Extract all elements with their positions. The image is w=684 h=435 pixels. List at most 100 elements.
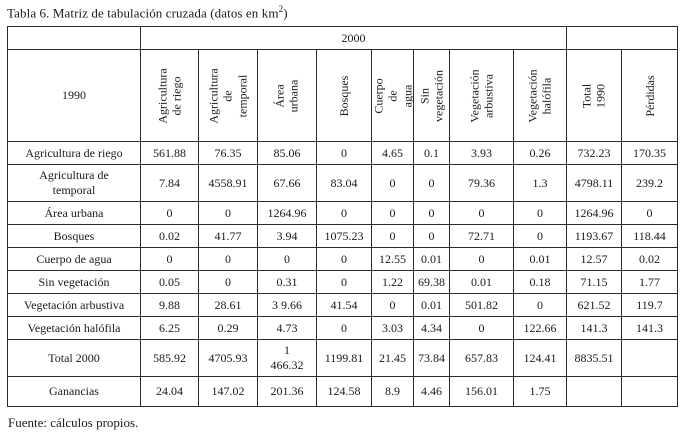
row-label: Agricultura de temporal: [7, 164, 141, 203]
data-cell: 0: [371, 224, 414, 249]
data-cell: 0: [413, 201, 450, 226]
source-note: Fuente: cálculos propios.: [8, 415, 139, 431]
column-header-6: Vegetación arbustiva: [449, 49, 514, 143]
data-cell: 0: [140, 201, 199, 226]
data-cell: 0.18: [513, 270, 567, 295]
data-cell: 0: [316, 141, 372, 166]
data-cell: [621, 339, 678, 378]
data-cell: 124.41: [513, 339, 567, 378]
data-cell: 0.01: [413, 247, 450, 272]
data-cell: 9.88: [140, 293, 199, 318]
data-cell: 4.46: [413, 376, 450, 408]
data-cell: 0: [198, 247, 258, 272]
data-cell: 0: [449, 316, 514, 341]
data-cell: 501.82: [449, 293, 514, 318]
row-header-1990: 1990: [7, 49, 141, 143]
data-cell: 124.58: [316, 376, 372, 408]
data-cell: 122.66: [513, 316, 567, 341]
row-label: Vegetación arbustiva: [7, 293, 141, 318]
data-cell: 0: [513, 224, 567, 249]
data-cell: 0: [316, 247, 372, 272]
data-cell: 119.7: [621, 293, 678, 318]
column-header-label: Área urbana: [272, 79, 301, 113]
data-cell: 1.22: [371, 270, 414, 295]
row-label: Cuerpo de agua: [7, 247, 141, 272]
data-cell: 0: [198, 270, 258, 295]
data-cell: 0: [621, 201, 678, 226]
data-cell: 8.9: [371, 376, 414, 408]
data-cell: 1264.96: [566, 201, 622, 226]
data-cell: 67.66: [257, 164, 317, 203]
data-cell: 156.01: [449, 376, 514, 408]
column-header-label: Pérdidas: [642, 75, 657, 117]
data-cell: 0: [513, 201, 567, 226]
corner-cell-top-left: [7, 26, 141, 51]
data-cell: 0.01: [513, 247, 567, 272]
data-cell: 85.06: [257, 141, 317, 166]
data-cell: 1199.81: [316, 339, 372, 378]
title-close-paren: ): [283, 5, 288, 21]
data-cell: 21.45: [371, 339, 414, 378]
data-cell: 12.55: [371, 247, 414, 272]
data-cell: 1 466.32: [257, 339, 317, 378]
data-cell: 0: [413, 164, 450, 203]
column-header-label: Total 1990: [579, 83, 608, 109]
data-cell: 0.29: [198, 316, 258, 341]
data-cell: 73.84: [413, 339, 450, 378]
data-cell: 0.26: [513, 141, 567, 166]
data-cell: 141.3: [566, 316, 622, 341]
table-row: Vegetación halófila 6.25 0.29 4.73 0 3.03 4.34…: [7, 316, 678, 341]
corner-cell-top-right: [566, 26, 678, 51]
data-cell: 1264.96: [257, 201, 317, 226]
row-label: Área urbana: [7, 201, 141, 226]
table-row: Cuerpo de agua 0 0 0 0 12.55 0.01 0 0.01 12.57 0.0…: [7, 247, 678, 272]
row-label: Ganancias: [7, 376, 141, 408]
data-cell: 0: [371, 201, 414, 226]
table-row: Sin vegetación 0.05 0 0.31 0 1.22 69.38 0.01 0.1…: [7, 270, 678, 295]
data-cell: 71.15: [566, 270, 622, 295]
data-cell: 0: [371, 164, 414, 203]
data-cell: 0.02: [621, 247, 678, 272]
column-header-0: Agricultura de riego: [140, 49, 199, 143]
table-body: Agricultura de riego 561.88 76.35 85.06 0 4.6…: [7, 141, 678, 408]
data-cell: 72.71: [449, 224, 514, 249]
data-cell: 0: [316, 201, 372, 226]
column-header-8: Total 1990: [566, 49, 622, 143]
data-cell: 83.04: [316, 164, 372, 203]
data-cell: 0: [449, 201, 514, 226]
data-cell: 0: [198, 201, 258, 226]
data-cell: 3 9.66: [257, 293, 317, 318]
data-cell: 1.75: [513, 376, 567, 408]
data-cell: 1075.23: [316, 224, 372, 249]
data-cell: 76.35: [198, 141, 258, 166]
data-cell: 0: [513, 293, 567, 318]
table-row: Total 2000 585.92 4705.93 1 466.32 1199.81 21…: [7, 339, 678, 378]
data-cell: 1.77: [621, 270, 678, 295]
data-cell: 41.54: [316, 293, 372, 318]
data-cell: 657.83: [449, 339, 514, 378]
data-cell: [621, 376, 678, 408]
column-header-label: Agricultura de riego: [155, 68, 184, 124]
table-row: Agricultura de riego 561.88 76.35 85.06 0 4.6…: [7, 141, 678, 166]
data-cell: 0.02: [140, 224, 199, 249]
data-cell: 4558.91: [198, 164, 258, 203]
table-row: Ganancias 24.04 147.02 201.36 124.58 8.9 4.46 1…: [7, 376, 678, 408]
column-header-9: Pérdidas: [621, 49, 678, 143]
data-cell: 0: [316, 316, 372, 341]
cross-tabulation-table: 2000 1990 Agricultura de riego Agricultur…: [7, 26, 678, 408]
row-label: Vegetación halófila: [7, 316, 141, 341]
data-cell: 0: [371, 293, 414, 318]
column-header-3: Bosques: [316, 49, 372, 143]
data-cell: 561.88: [140, 141, 199, 166]
column-header-label: Cuerpo de agua: [371, 78, 414, 114]
title-text: Tabla 6. Matriz de tabulación cruzada (d…: [7, 5, 279, 21]
column-header-1: Agricultura de temporal: [198, 49, 258, 143]
column-header-row: 1990 Agricultura de riego Agricultura de …: [7, 49, 678, 143]
data-cell: 0: [316, 270, 372, 295]
data-cell: 3.93: [449, 141, 514, 166]
table-row: Vegetación arbustiva 9.88 28.61 3 9.66 41.54…: [7, 293, 678, 318]
data-cell: 170.35: [621, 141, 678, 166]
column-header-2: Área urbana: [257, 49, 317, 143]
column-header-label: Vegetación halófila: [525, 69, 554, 123]
data-cell: 0: [449, 247, 514, 272]
